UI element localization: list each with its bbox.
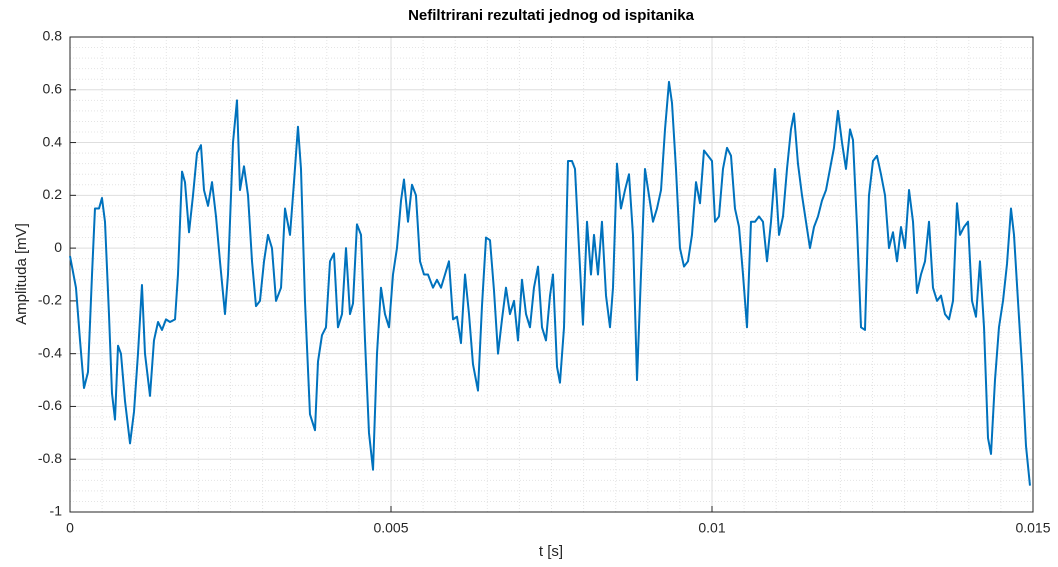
y-axis-label: Amplituda [mV]	[13, 223, 30, 325]
y-tick-label: 0.4	[43, 133, 63, 149]
y-tick-label: 0.8	[43, 28, 63, 44]
y-tick-label: -0.8	[38, 450, 62, 466]
y-tick-label: -0.4	[38, 344, 62, 360]
x-tick-label: 0.015	[1015, 520, 1050, 536]
y-tick-label: 0	[54, 239, 62, 255]
y-tick-label: -0.2	[38, 292, 62, 308]
x-tick-label: 0	[66, 520, 74, 536]
y-tick-label: -1	[50, 503, 63, 519]
x-tick-label: 0.005	[373, 520, 408, 536]
y-tick-label: 0.2	[43, 186, 63, 202]
plot-frame	[69, 36, 1034, 513]
x-tick-label: 0.01	[698, 520, 725, 536]
data-line	[69, 80, 1031, 486]
y-tick-label: 0.6	[43, 80, 63, 96]
y-tick-label: -0.6	[38, 397, 62, 413]
chart-title: Nefiltrirani rezultati jednog od ispitan…	[408, 7, 695, 24]
x-axis-label: t [s]	[539, 543, 563, 560]
